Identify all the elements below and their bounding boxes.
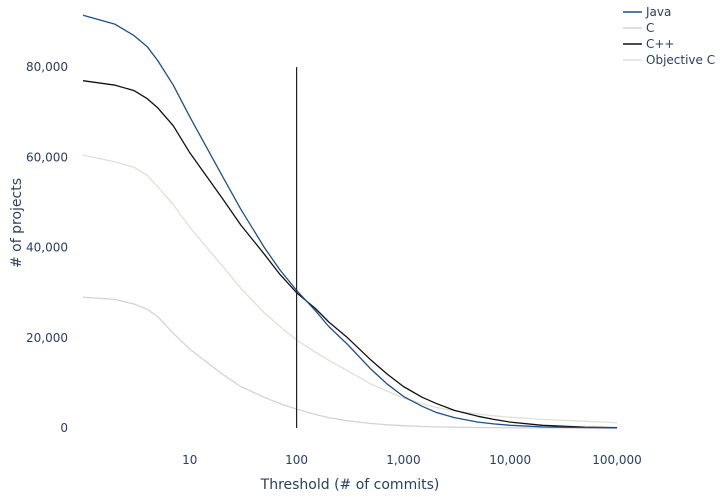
- legend-item-c-[interactable]: C++: [623, 37, 675, 51]
- series-line-c-: [82, 80, 618, 429]
- y-tick-label: 0: [60, 421, 68, 435]
- legend-label: C: [646, 21, 654, 35]
- x-tick-label: 10,000: [489, 453, 531, 467]
- legend-label: Java: [645, 5, 671, 19]
- x-tick-label: 1,000: [386, 453, 420, 467]
- x-axis-title: Threshold (# of commits): [260, 477, 440, 493]
- y-tick-label: 80,000: [26, 60, 68, 74]
- series-line-objective-c: [82, 154, 618, 424]
- legend-item-java[interactable]: Java: [623, 5, 671, 19]
- series-lines: [82, 14, 618, 429]
- legend-label: C++: [646, 37, 675, 51]
- y-tick-label: 40,000: [26, 241, 68, 255]
- legend[interactable]: Java C C++ Objective C: [623, 5, 715, 67]
- y-tick-label: 20,000: [26, 331, 68, 345]
- x-tick-label: 100: [285, 453, 308, 467]
- y-axis-ticks: 0 20,000 40,000 60,000 80,000: [26, 60, 68, 435]
- legend-item-c[interactable]: C: [623, 21, 654, 35]
- x-axis-ticks: 10 100 1,000 10,000 100,000: [182, 453, 642, 467]
- legend-item-objective-c[interactable]: Objective C: [623, 53, 715, 67]
- x-tick-label: 100,000: [592, 453, 642, 467]
- x-tick-label: 10: [182, 453, 197, 467]
- y-tick-label: 60,000: [26, 150, 68, 164]
- legend-label: Objective C: [646, 53, 715, 67]
- series-line-java: [82, 14, 618, 429]
- series-line-c: [82, 296, 617, 429]
- y-axis-title: # of projects: [9, 178, 25, 268]
